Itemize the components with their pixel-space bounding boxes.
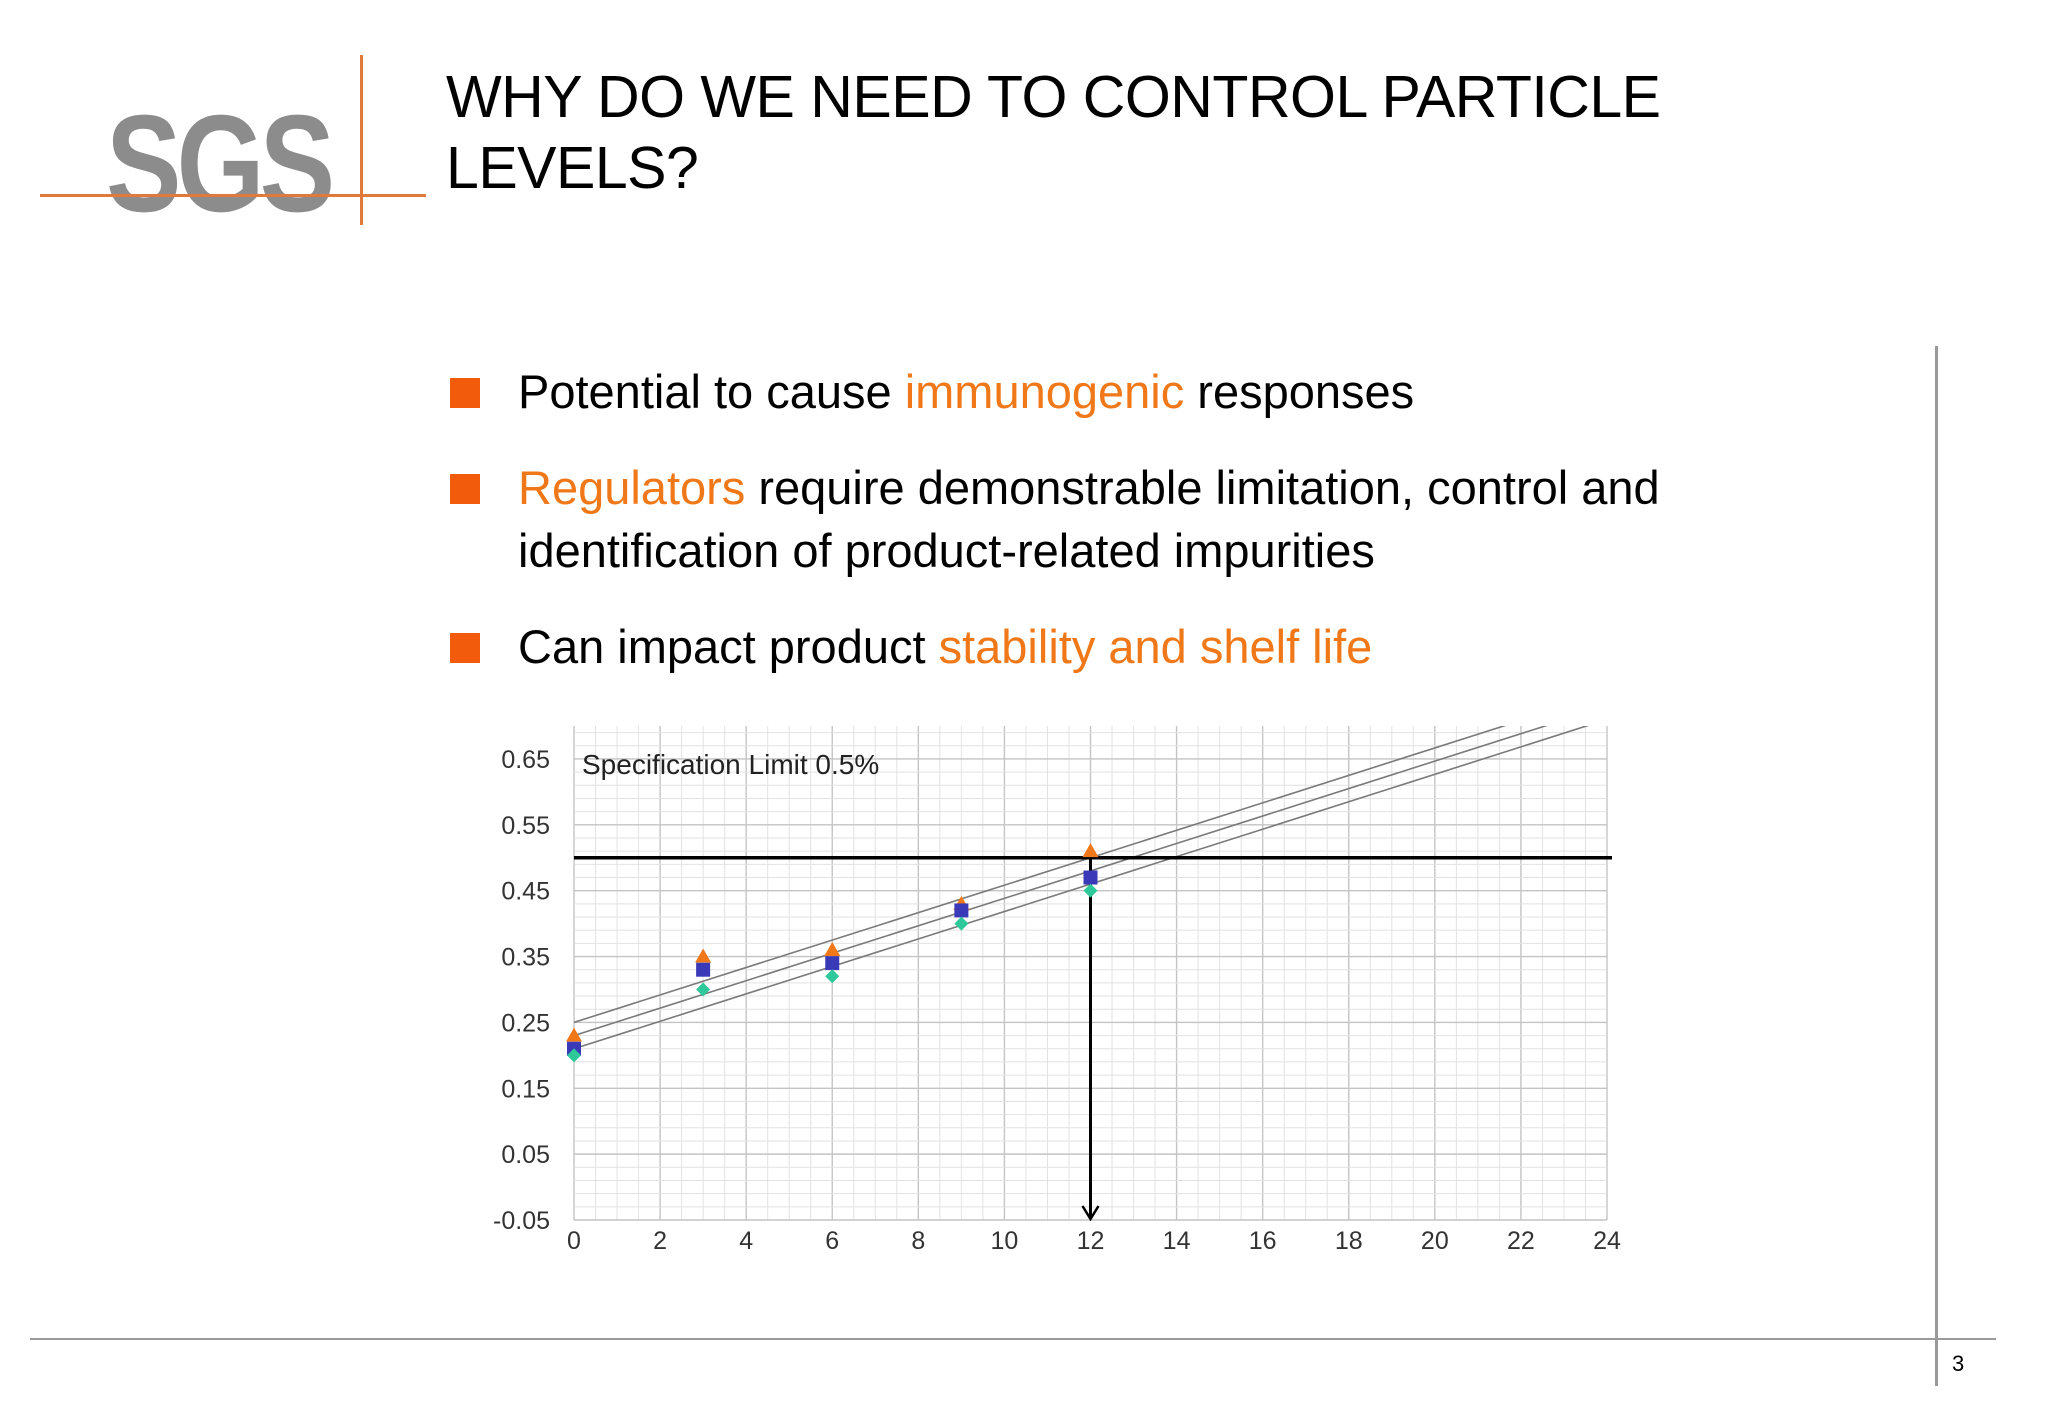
diamond-marker	[1083, 883, 1098, 898]
arrow-head-icon	[1081, 1205, 1100, 1222]
x-tick-label: 16	[1249, 1227, 1277, 1252]
bullet-highlight: immunogenic	[904, 365, 1185, 418]
bullet-list: Potential to cause immunogenic responses…	[448, 360, 1848, 711]
x-tick-label: 0	[567, 1227, 581, 1252]
triangle-marker	[566, 1027, 582, 1042]
y-tick-label: 0.65	[501, 746, 550, 774]
right-divider	[1935, 346, 1938, 1386]
y-tick-label: 0.05	[501, 1141, 550, 1169]
square-marker	[954, 903, 969, 918]
sgs-logo: SGS	[40, 55, 430, 241]
x-tick-label: 2	[653, 1227, 667, 1252]
bullet-square-icon	[450, 378, 480, 408]
x-tick-label: 22	[1507, 1227, 1535, 1252]
stability-chart: 0.65 0.55 0.45 0.35 0.25 0.15 0.05 -0.05 0 2 4 6 8 10…	[455, 712, 1640, 1252]
bullet-text: Potential to cause	[518, 365, 905, 418]
logo-text: SGS	[106, 87, 335, 241]
diamond-marker	[567, 1048, 581, 1063]
logo-horizontal-line	[40, 194, 426, 197]
bullet-item: Potential to cause immunogenic responses	[448, 360, 1848, 423]
y-tick-label: -0.05	[493, 1207, 550, 1235]
triangle-marker	[1082, 843, 1099, 858]
x-tick-label: 12	[1077, 1227, 1105, 1252]
square-marker	[825, 956, 840, 971]
x-tick-label: 18	[1335, 1227, 1363, 1252]
x-tick-label: 4	[739, 1227, 753, 1252]
diamond-marker	[825, 969, 840, 984]
x-tick-label: 6	[825, 1227, 839, 1252]
x-tick-label: 10	[991, 1227, 1019, 1252]
y-tick-label: 0.35	[501, 944, 550, 972]
x-tick-label: 24	[1593, 1227, 1621, 1252]
y-tick-label: 0.25	[501, 1009, 550, 1037]
bullet-square-icon	[450, 633, 480, 663]
triangle-marker	[695, 948, 712, 963]
spec-limit-annotation: Specification Limit 0.5%	[582, 749, 879, 780]
square-marker	[696, 962, 711, 977]
chart-svg: 0.650.550.450.350.250.150.05-0.050 2 4 6 8 10…	[493, 726, 1621, 1252]
y-tick-label: 0.55	[501, 812, 550, 840]
page-number: 3	[1952, 1351, 1965, 1376]
bullet-item: Regulators require demonstrable limitati…	[448, 456, 1848, 582]
bullet-highlight: Regulators	[518, 461, 746, 514]
slide-title: WHY DO WE NEED TO CONTROL PARTICLE LEVEL…	[446, 64, 1661, 201]
bullet-highlight: stability and shelf life	[938, 620, 1373, 673]
x-tick-label: 20	[1421, 1227, 1449, 1252]
bullet-item: Can impact product stability and shelf l…	[448, 615, 1848, 678]
bullet-text: require demonstrable limitation, control…	[518, 461, 1660, 577]
diamond-marker	[954, 916, 969, 931]
bullet-text: Can impact product	[518, 620, 939, 673]
x-tick-label: 8	[911, 1227, 925, 1252]
bullet-text: responses	[1184, 365, 1415, 418]
y-tick-label: 0.45	[501, 878, 550, 906]
square-marker	[1083, 870, 1098, 885]
bullet-square-icon	[450, 474, 480, 504]
triangle-marker	[824, 941, 841, 956]
y-tick-label: 0.15	[501, 1075, 550, 1103]
x-tick-label: 14	[1163, 1227, 1191, 1252]
logo-vertical-line	[360, 55, 363, 225]
diamond-marker	[696, 982, 711, 997]
bottom-divider	[30, 1338, 1996, 1340]
